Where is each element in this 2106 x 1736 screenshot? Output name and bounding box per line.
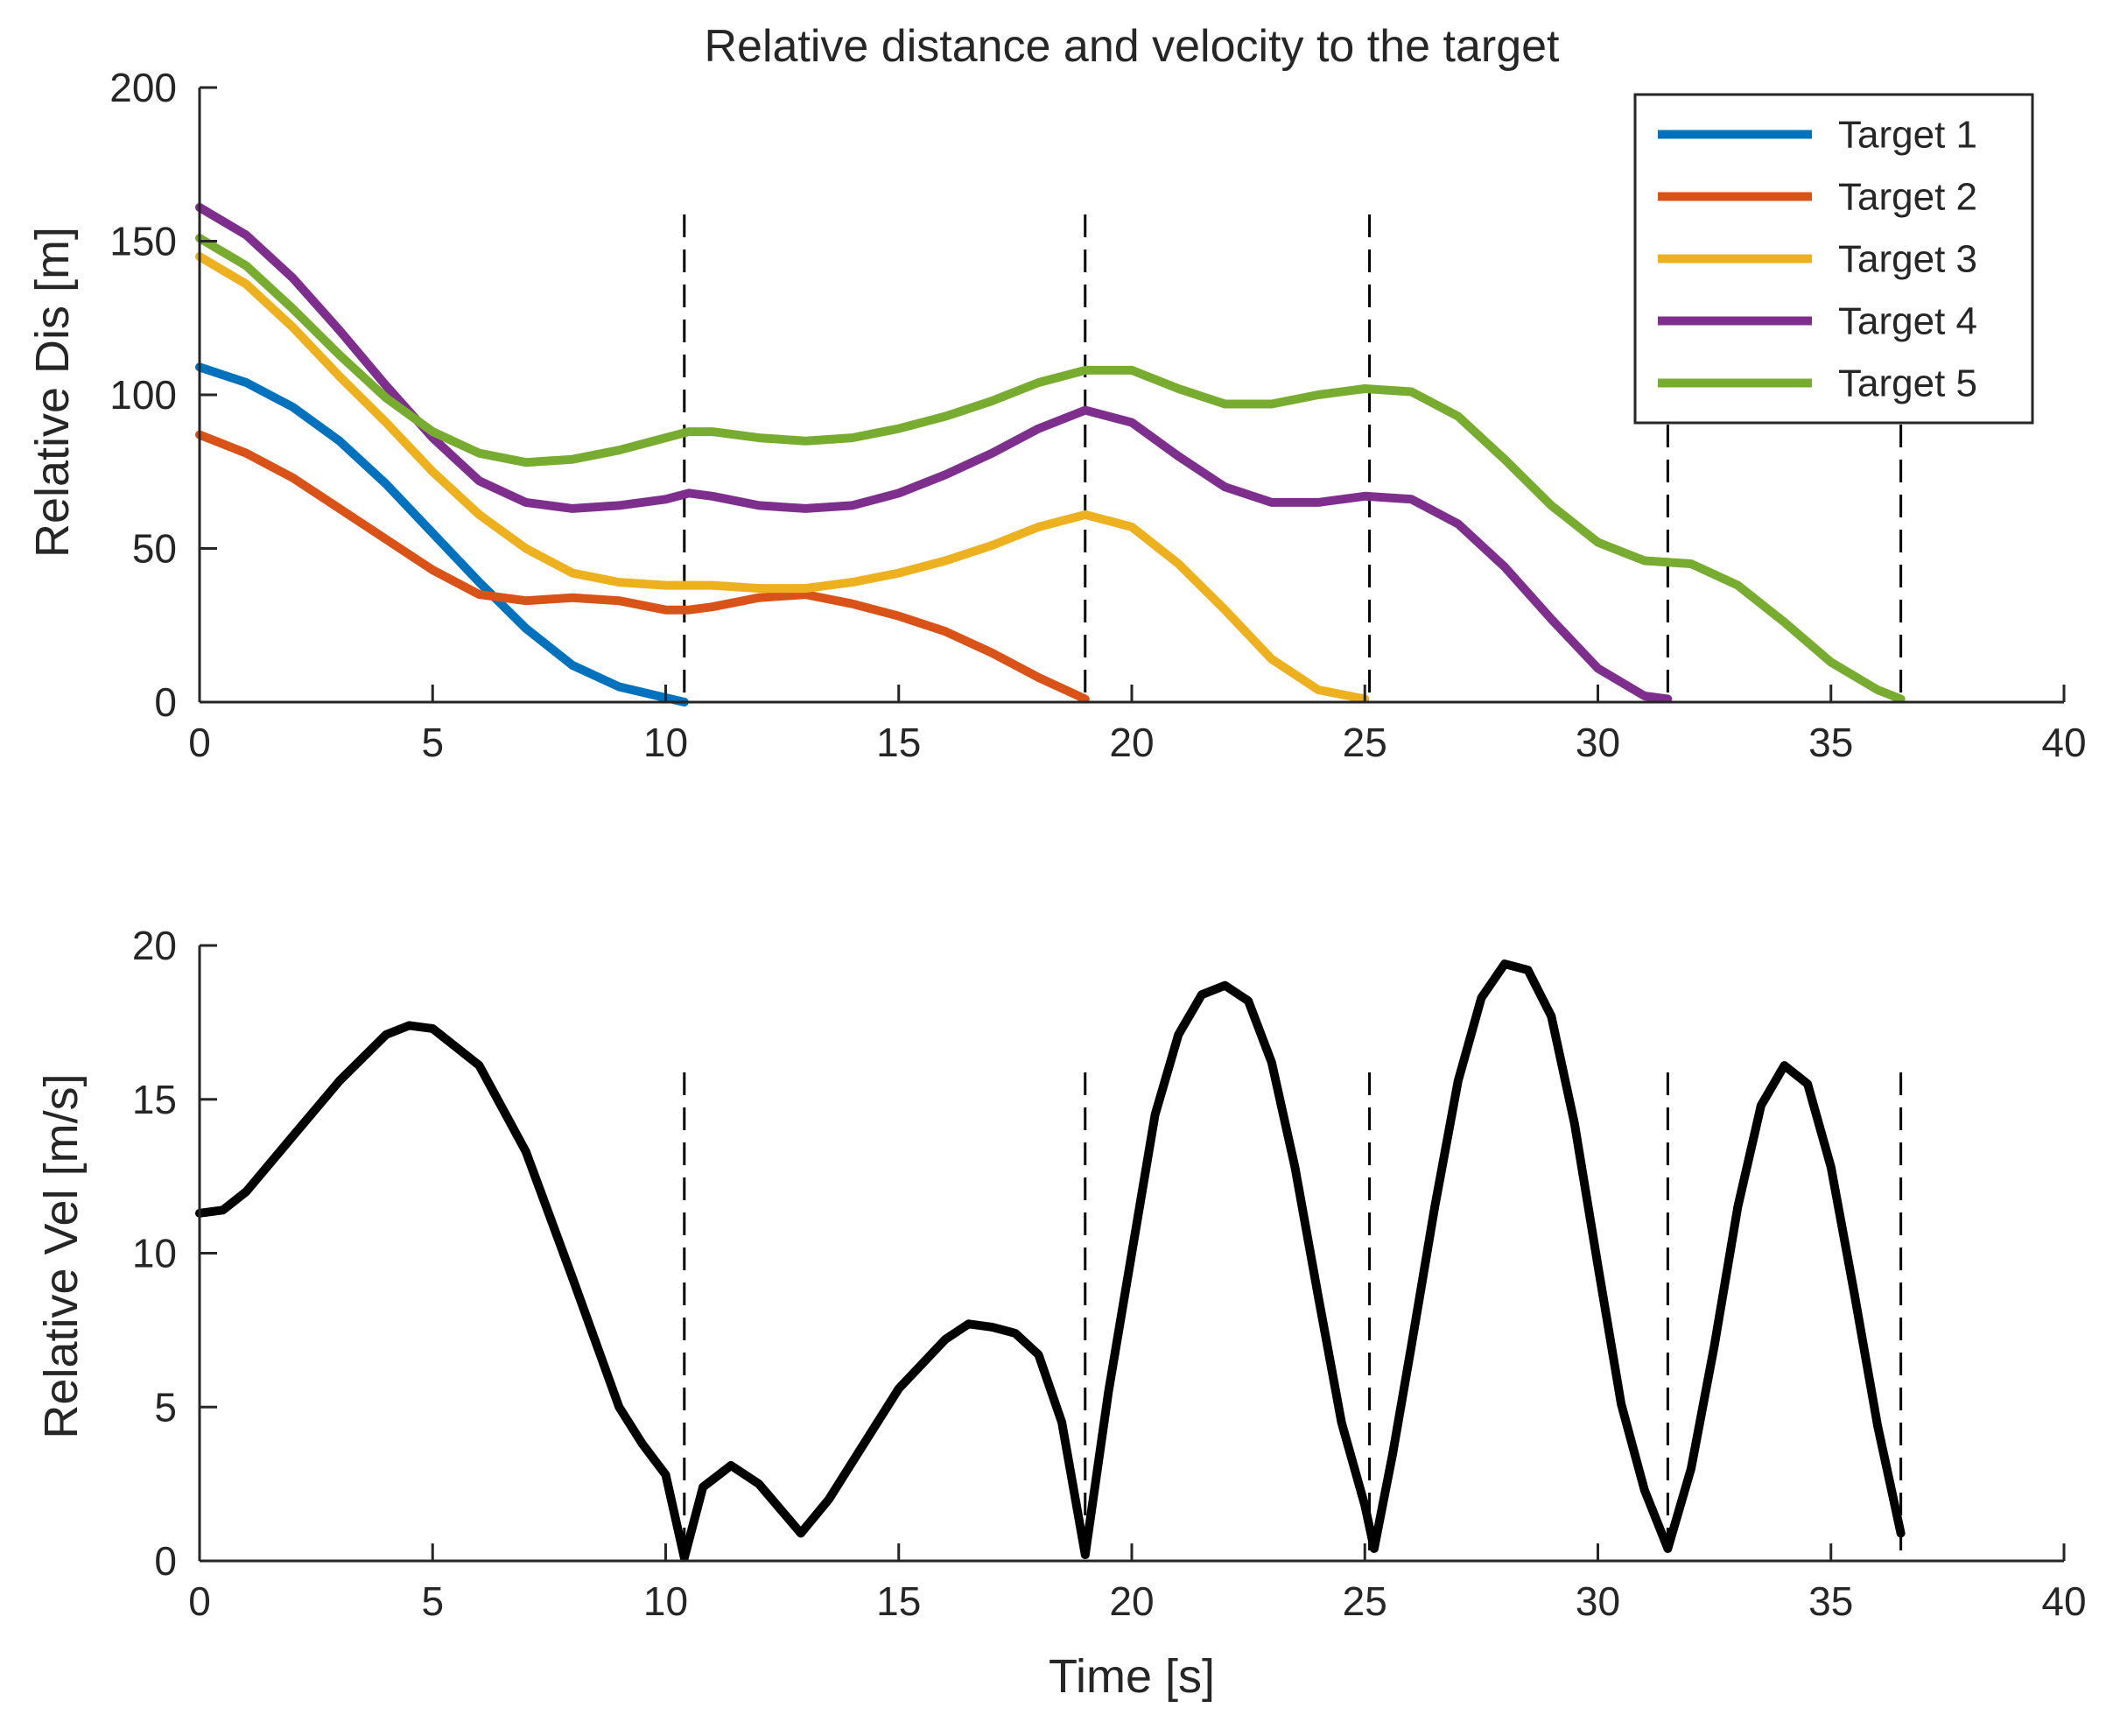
- y-tick-label: 10: [132, 1231, 177, 1276]
- series-line-target-2: [195, 430, 1090, 704]
- x-tick-label: 25: [1343, 720, 1387, 765]
- distance-y-axis-title: Relative Dis [m]: [26, 227, 79, 558]
- y-tick-label: 150: [109, 219, 177, 264]
- x-tick-label: 30: [1576, 720, 1620, 765]
- distance-series: [195, 202, 1906, 706]
- y-tick-label: 20: [132, 923, 177, 968]
- x-tick-label: 10: [643, 1578, 688, 1624]
- x-tick-label: 40: [2041, 720, 2086, 765]
- x-tick-label: 35: [1808, 1578, 1853, 1624]
- legend-label: Target 1: [1838, 114, 1977, 157]
- chart-title: Relative distance and velocity to the ta…: [704, 21, 1560, 72]
- x-tick-label: 5: [421, 720, 444, 765]
- velocity-y-axis-title: Relative Vel [m/s]: [35, 1073, 88, 1438]
- y-tick-label: 5: [154, 1384, 177, 1430]
- velocity-chart: 0 5 10 15 20 25 30 35 40 0 5 10 15 20 Relative Vel [m…: [35, 923, 2087, 1703]
- y-tick-label: 100: [109, 372, 177, 418]
- velocity-series: [195, 959, 1906, 1563]
- x-tick-label: 15: [876, 1578, 921, 1624]
- distance-axes: 0 5 10 15 20 25 30 35 40 0 50 100 150 200: [109, 65, 2086, 765]
- series-line-target-4: [195, 202, 1673, 704]
- x-tick-label: 20: [1109, 1578, 1154, 1624]
- x-tick-label: 40: [2041, 1578, 2086, 1624]
- series-line-target-3: [195, 252, 1370, 704]
- y-tick-label: 50: [132, 526, 177, 572]
- y-tick-label: 200: [109, 65, 177, 110]
- y-tick-label: 0: [154, 679, 177, 725]
- y-tick-label: 0: [154, 1538, 177, 1584]
- x-tick-label: 0: [188, 1578, 211, 1624]
- x-tick-label: 0: [188, 720, 211, 765]
- x-tick-label: 20: [1109, 720, 1154, 765]
- x-tick-label: 35: [1808, 720, 1853, 765]
- legend-label: Target 3: [1838, 238, 1977, 281]
- legend-label: Target 2: [1838, 176, 1977, 219]
- legend-label: Target 4: [1838, 300, 1977, 343]
- velocity-axes: 0 5 10 15 20 25 30 35 40 0 5 10 15 20: [132, 923, 2087, 1624]
- velocity-event-lines: [683, 1072, 1903, 1561]
- x-tick-label: 30: [1576, 1578, 1620, 1624]
- velocity-x-axis-title: Time [s]: [1049, 1650, 1215, 1703]
- x-tick-label: 15: [876, 720, 921, 765]
- x-tick-label: 5: [421, 1578, 444, 1624]
- series-line-relative-vel: [195, 959, 1906, 1563]
- x-tick-label: 25: [1343, 1578, 1387, 1624]
- series-line-target-1: [195, 362, 689, 706]
- legend: Target 1 Target 2 Target 3 Target 4 Target 5: [1633, 93, 2034, 425]
- legend-label: Target 5: [1838, 362, 1977, 405]
- x-tick-label: 10: [643, 720, 688, 765]
- y-tick-label: 15: [132, 1077, 177, 1122]
- distance-chart: 0 5 10 15 20 25 30 35 40 0 50 100 150 200 Relative Di…: [26, 65, 2087, 765]
- series-line-target-5: [195, 234, 1906, 704]
